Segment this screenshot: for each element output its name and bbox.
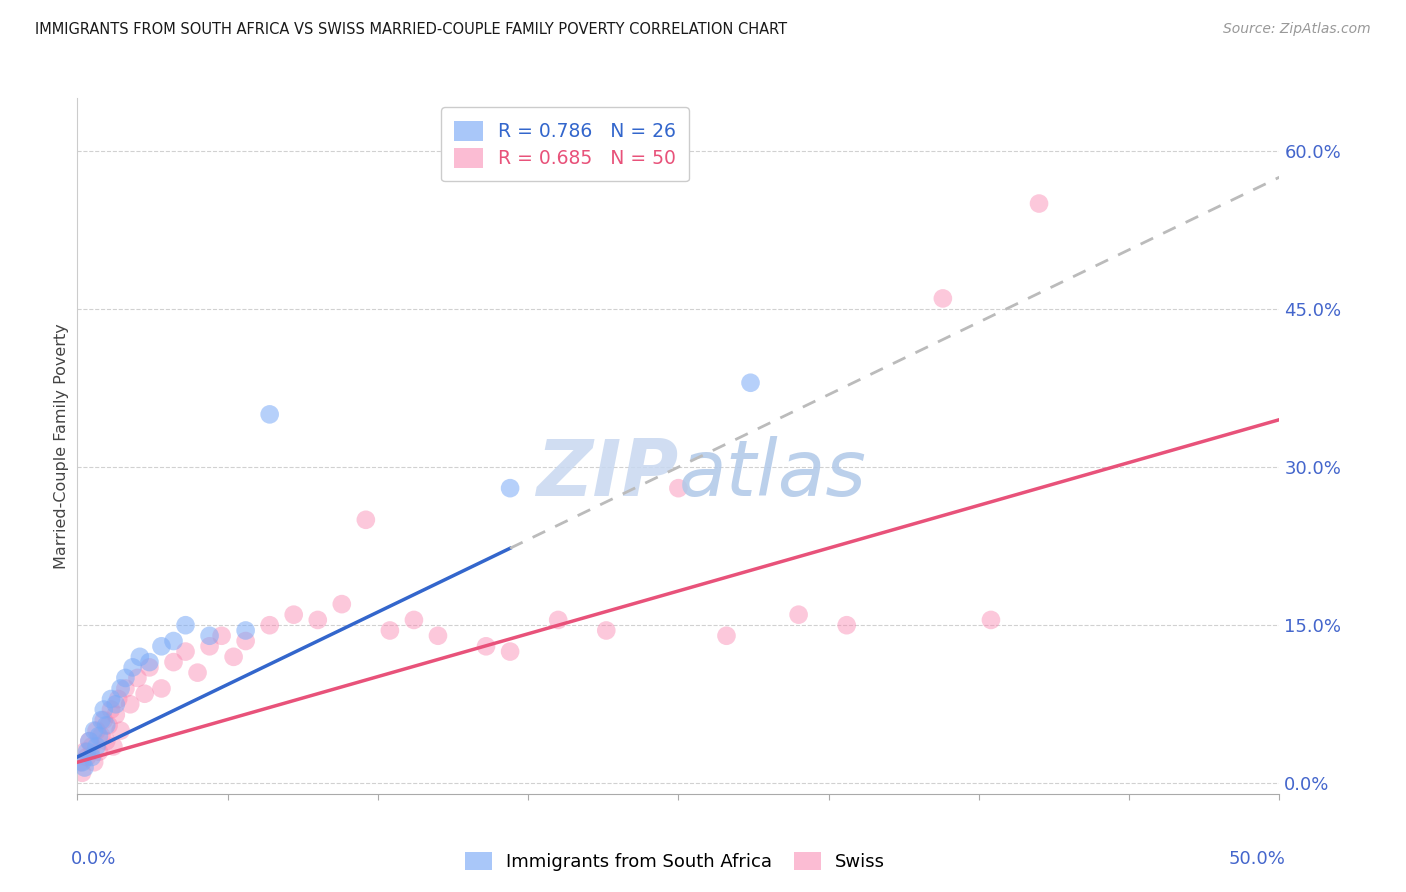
Text: IMMIGRANTS FROM SOUTH AFRICA VS SWISS MARRIED-COUPLE FAMILY POVERTY CORRELATION : IMMIGRANTS FROM SOUTH AFRICA VS SWISS MA… (35, 22, 787, 37)
Point (547, 613, 569, 627)
Point (128, 649, 150, 664)
Point (162, 655, 184, 669)
Point (73, 760, 96, 774)
Point (427, 629, 450, 643)
Point (97, 718, 120, 732)
Point (83, 723, 105, 738)
Point (174, 618, 197, 632)
Point (186, 665, 209, 680)
Point (121, 660, 143, 674)
Point (90, 729, 112, 743)
Point (402, 613, 425, 627)
Point (475, 640, 498, 654)
Text: ZIP: ZIP (536, 436, 679, 512)
Point (787, 607, 810, 622)
Point (198, 629, 221, 643)
Point (499, 644, 522, 658)
Point (138, 655, 160, 669)
Point (330, 597, 353, 611)
Point (93, 713, 115, 727)
Point (83, 756, 105, 770)
Point (595, 624, 617, 638)
Point (70, 756, 93, 770)
Point (87, 729, 110, 743)
Point (76, 745, 98, 759)
Point (96, 718, 118, 732)
Point (499, 481, 522, 495)
Point (378, 624, 401, 638)
Point (138, 660, 160, 674)
Point (174, 644, 197, 658)
Point (86, 739, 108, 754)
Point (668, 481, 690, 495)
Point (127, 671, 149, 685)
Point (259, 618, 281, 632)
Point (107, 692, 129, 706)
Point (100, 702, 122, 716)
Point (100, 692, 122, 706)
Point (76, 750, 98, 764)
Point (150, 681, 173, 696)
Point (354, 513, 377, 527)
Point (134, 687, 156, 701)
Point (307, 613, 329, 627)
Point (104, 698, 127, 712)
Point (120, 698, 142, 712)
Point (69, 756, 91, 770)
Point (716, 629, 738, 643)
Point (150, 640, 173, 654)
Point (80, 750, 103, 764)
Point (79, 734, 101, 748)
Point (259, 408, 281, 422)
Point (86, 723, 108, 738)
Point (740, 376, 762, 390)
Point (80, 739, 103, 754)
Point (110, 723, 132, 738)
Point (79, 734, 101, 748)
Legend: R = 0.786   N = 26, R = 0.685   N = 50: R = 0.786 N = 26, R = 0.685 N = 50 (441, 108, 689, 181)
Point (932, 292, 955, 306)
Text: Source: ZipAtlas.com: Source: ZipAtlas.com (1223, 22, 1371, 37)
Point (104, 707, 127, 722)
Point (235, 634, 257, 648)
Point (73, 745, 96, 759)
Point (283, 607, 305, 622)
Point (96, 734, 118, 748)
Point (222, 649, 245, 664)
Text: 50.0%: 50.0% (1229, 849, 1285, 868)
Text: 0.0%: 0.0% (72, 849, 117, 868)
Point (198, 640, 221, 654)
Point (835, 618, 858, 632)
Point (162, 634, 184, 648)
Point (110, 681, 132, 696)
Text: atlas: atlas (679, 436, 866, 512)
Point (103, 739, 125, 754)
Point (90, 713, 112, 727)
Point (980, 613, 1002, 627)
Legend: Immigrants from South Africa, Swiss: Immigrants from South Africa, Swiss (457, 845, 893, 879)
Point (70, 765, 93, 780)
Point (114, 681, 136, 696)
Point (114, 671, 136, 685)
Point (211, 629, 233, 643)
Point (1028, 196, 1050, 211)
Point (235, 624, 257, 638)
Y-axis label: Married-Couple Family Poverty: Married-Couple Family Poverty (53, 323, 69, 569)
Point (93, 702, 115, 716)
Point (87, 745, 110, 759)
